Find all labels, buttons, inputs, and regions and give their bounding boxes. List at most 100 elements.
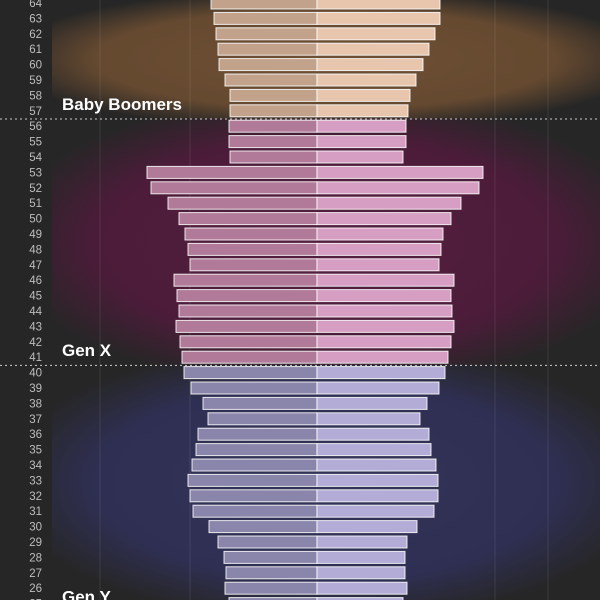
bar-left-age-38 — [202, 396, 318, 410]
age-tick-label: 41 — [29, 352, 42, 364]
bar-left-age-64 — [210, 0, 318, 10]
age-tick-label: 30 — [29, 522, 42, 534]
axis-strip — [0, 0, 52, 600]
bar-right-age-51 — [316, 196, 462, 210]
age-tick-label: 25 — [29, 599, 42, 600]
generation-label: Gen X — [62, 341, 112, 360]
bar-left-age-44 — [178, 304, 318, 318]
bar-right-age-57 — [316, 104, 409, 118]
bar-left-age-43 — [175, 319, 318, 333]
age-tick-label: 58 — [29, 90, 42, 102]
bar-right-age-35 — [316, 443, 432, 457]
bar-right-age-62 — [316, 27, 436, 41]
age-tick-label: 48 — [29, 244, 42, 256]
bar-right-age-61 — [316, 42, 430, 56]
bar-right-age-28 — [316, 550, 406, 564]
bar-left-age-28 — [223, 550, 318, 564]
age-tick-label: 32 — [29, 491, 42, 503]
bar-left-age-62 — [215, 27, 318, 41]
age-tick-label: 43 — [29, 321, 42, 333]
age-tick-label: 40 — [29, 368, 42, 380]
bar-left-age-34 — [191, 458, 318, 472]
bar-left-age-42 — [179, 335, 318, 349]
bar-right-age-25 — [316, 597, 404, 600]
bar-left-age-61 — [217, 42, 318, 56]
bar-left-age-33 — [187, 473, 318, 487]
age-tick-label: 56 — [29, 121, 42, 133]
bar-right-age-49 — [316, 227, 444, 241]
bar-left-age-30 — [208, 520, 318, 534]
bar-right-age-59 — [316, 73, 417, 87]
bar-right-age-53 — [316, 165, 484, 179]
age-tick-label: 57 — [29, 106, 42, 118]
bar-right-age-46 — [316, 273, 455, 287]
bar-right-age-63 — [316, 11, 441, 25]
bar-left-age-35 — [195, 443, 318, 457]
bar-left-age-40 — [183, 366, 318, 380]
bar-right-age-27 — [316, 566, 406, 580]
bar-left-age-57 — [229, 104, 318, 118]
age-tick-label: 29 — [29, 537, 42, 549]
bar-right-age-45 — [316, 289, 452, 303]
bar-left-age-45 — [176, 289, 318, 303]
age-tick-label: 42 — [29, 337, 42, 349]
bar-left-age-53 — [146, 165, 318, 179]
bar-right-age-56 — [316, 119, 407, 133]
bar-left-age-41 — [181, 350, 318, 364]
bar-left-age-60 — [218, 58, 318, 72]
bar-left-age-29 — [217, 535, 318, 549]
age-tick-label: 59 — [29, 75, 42, 87]
age-tick-label: 52 — [29, 183, 42, 195]
bar-left-age-52 — [150, 181, 318, 195]
age-tick-label: 64 — [29, 0, 42, 10]
age-tick-label: 33 — [29, 475, 42, 487]
age-tick-label: 46 — [29, 275, 42, 287]
bar-right-age-55 — [316, 135, 407, 149]
age-tick-label: 26 — [29, 583, 42, 595]
bar-left-age-51 — [167, 196, 318, 210]
age-tick-label: 61 — [29, 44, 42, 56]
bar-left-age-48 — [187, 242, 318, 256]
age-tick-label: 44 — [29, 306, 42, 318]
age-tick-label: 50 — [29, 214, 42, 226]
generation-label: Baby Boomers — [62, 95, 182, 114]
bar-left-age-49 — [184, 227, 318, 241]
bar-right-age-30 — [316, 520, 418, 534]
age-tick-label: 28 — [29, 552, 42, 564]
age-tick-label: 45 — [29, 291, 42, 303]
bar-right-age-42 — [316, 335, 452, 349]
age-tick-label: 60 — [29, 60, 42, 72]
bar-left-age-46 — [173, 273, 318, 287]
age-tick-label: 63 — [29, 13, 42, 25]
age-tick-label: 36 — [29, 429, 42, 441]
bar-right-age-40 — [316, 366, 446, 380]
bar-right-age-60 — [316, 58, 424, 72]
age-tick-label: 37 — [29, 414, 42, 426]
bar-right-age-29 — [316, 535, 408, 549]
bar-left-age-56 — [228, 119, 318, 133]
age-tick-label: 34 — [29, 460, 42, 472]
bar-right-age-31 — [316, 504, 435, 518]
bar-left-age-50 — [178, 212, 318, 226]
bar-left-age-54 — [229, 150, 318, 164]
age-tick-label: 53 — [29, 167, 42, 179]
bar-left-age-63 — [213, 11, 318, 25]
age-tick-label: 35 — [29, 445, 42, 457]
bar-left-age-27 — [225, 566, 318, 580]
bar-left-age-47 — [189, 258, 318, 272]
age-tick-label: 38 — [29, 398, 42, 410]
age-tick-label: 49 — [29, 229, 42, 241]
age-tick-label: 54 — [29, 152, 42, 164]
bar-right-age-43 — [316, 319, 455, 333]
bar-right-age-26 — [316, 581, 408, 595]
bar-right-age-37 — [316, 412, 421, 426]
bar-right-age-52 — [316, 181, 480, 195]
age-tick-label: 62 — [29, 29, 42, 41]
age-tick-label: 27 — [29, 568, 42, 580]
bar-left-age-39 — [190, 381, 318, 395]
bar-right-age-39 — [316, 381, 440, 395]
bar-right-age-64 — [316, 0, 441, 10]
bar-left-age-26 — [224, 581, 318, 595]
bar-right-age-33 — [316, 473, 439, 487]
